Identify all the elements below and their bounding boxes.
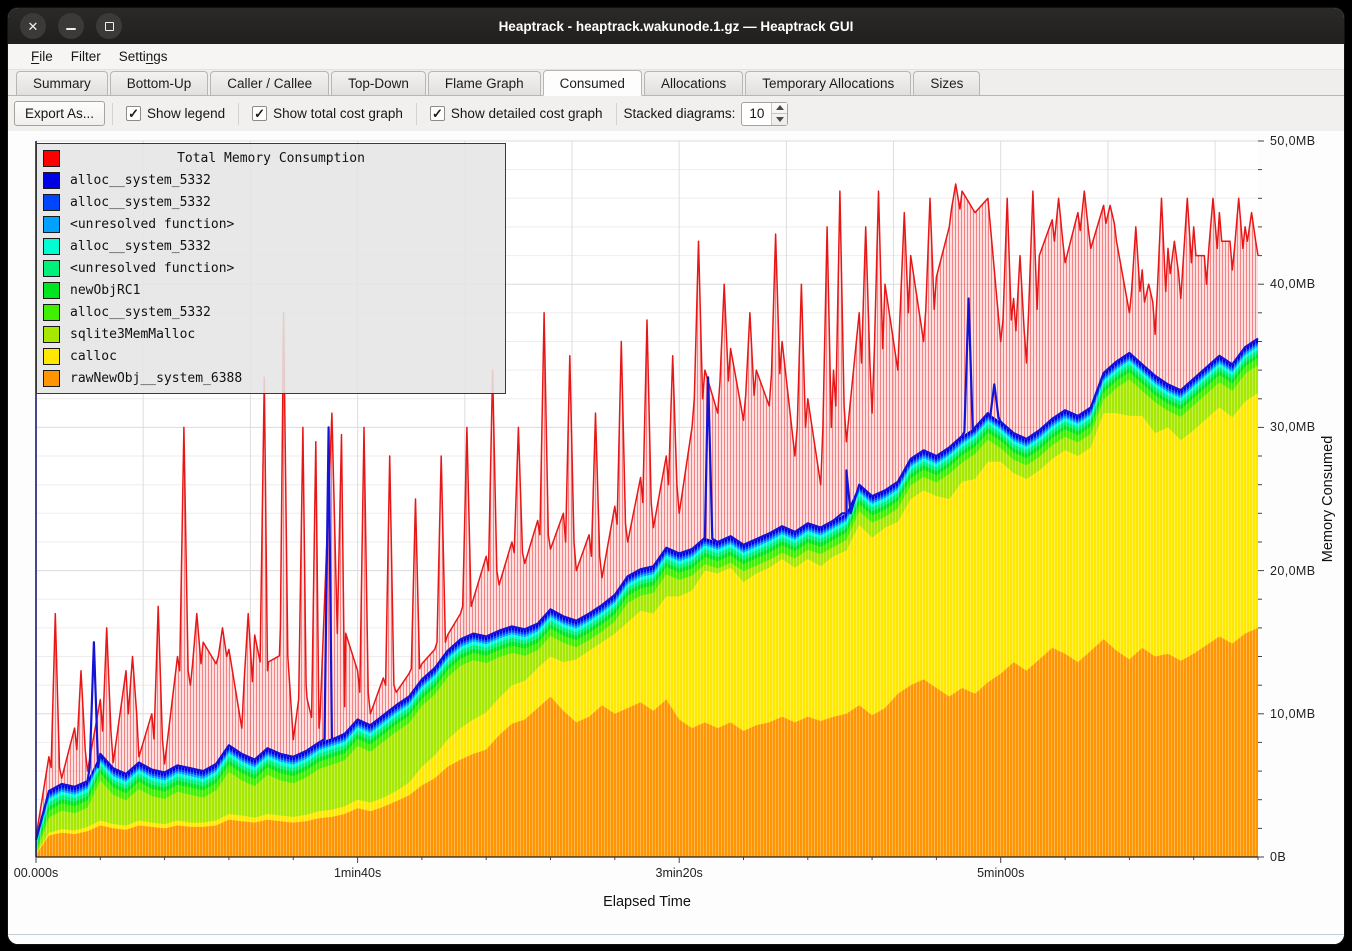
tab-caller-callee[interactable]: Caller / Callee (210, 71, 330, 95)
export-as-button[interactable]: Export As... (14, 101, 106, 126)
checkbox-label: Show total cost graph (273, 106, 403, 121)
legend-row: <unresolved function> (37, 213, 505, 235)
legend-label: alloc__system_5332 (70, 304, 211, 320)
legend-swatch-icon (43, 237, 60, 255)
checkbox-show-total-cost-graph[interactable]: ✓ Show total cost graph (252, 103, 403, 125)
legend-swatch-icon (43, 193, 60, 211)
tab-top-down[interactable]: Top-Down (331, 71, 426, 95)
tab-bottom-up[interactable]: Bottom-Up (109, 71, 209, 95)
x-axis-title: Elapsed Time (603, 894, 691, 910)
menu-file[interactable]: File (31, 49, 53, 64)
legend-label: calloc (70, 348, 117, 364)
x-tick-label: 1min40s (333, 866, 382, 880)
checkbox-show-detailed-cost-graph[interactable]: ✓ Show detailed cost graph (429, 103, 603, 125)
tab-summary[interactable]: Summary (16, 71, 108, 95)
stacked-diagrams-label: Stacked diagrams: (623, 106, 736, 121)
tab-consumed[interactable]: Consumed (542, 70, 642, 96)
menubar: File Filter Settings (8, 44, 1344, 70)
checkmark-icon[interactable]: ✓ (252, 106, 268, 121)
window-title: Heaptrack - heaptrack.wakunode.1.gz — He… (498, 18, 854, 34)
legend-row: alloc__system_5332 (37, 301, 505, 323)
legend-swatch-icon (43, 171, 60, 189)
y-tick-label: 50,0MB (1270, 134, 1316, 148)
y-tick-label: 40,0MB (1270, 277, 1316, 292)
spinbox-down-icon[interactable] (772, 113, 788, 125)
maximize-button[interactable] (96, 13, 122, 39)
stacked-diagrams-spinbox[interactable]: 10 (741, 101, 789, 126)
legend-title: Total Memory Consumption (177, 150, 365, 166)
chart-canvas[interactable] (8, 131, 1344, 930)
legend-row: <unresolved function> (37, 257, 505, 279)
minimize-button[interactable] (58, 13, 84, 39)
toolbar-separator (112, 102, 114, 125)
toolbar: Export As... ✓ Show legend ✓ Show total cos… (8, 96, 1344, 131)
legend-swatch-icon (43, 347, 60, 365)
checkmark-icon[interactable]: ✓ (429, 106, 445, 121)
y-tick-label: 0B (1270, 850, 1287, 864)
tab-flame-graph[interactable]: Flame Graph (427, 71, 541, 95)
legend-swatch-icon (43, 303, 60, 321)
x-tick-label: 5min00s (977, 866, 1025, 880)
legend-row: rawNewObj__system_6388 (37, 367, 505, 389)
memory-consumed-chart[interactable]: Total Memory Consumption alloc__system_53… (8, 131, 1344, 944)
spinbox-value[interactable]: 10 (749, 106, 765, 121)
y-tick-label: 20,0MB (1270, 563, 1316, 578)
legend-row: newObjRC1 (37, 279, 505, 301)
legend-swatch-icon (43, 149, 60, 167)
toolbar-separator (238, 102, 240, 125)
legend-row: calloc (37, 345, 505, 367)
legend-label: alloc__system_5332 (70, 194, 211, 210)
chart-legend: Total Memory Consumption alloc__system_53… (36, 143, 506, 394)
minimize-icon (66, 28, 76, 30)
legend-label: rawNewObj__system_6388 (70, 370, 243, 386)
legend-row: alloc__system_5332 (37, 191, 505, 213)
legend-swatch-icon (43, 369, 60, 387)
tab-sizes[interactable]: Sizes (913, 71, 981, 95)
app-window: ✕ Heaptrack - heaptrack.wakunode.1.gz — … (8, 8, 1344, 944)
tab-temporary-allocations[interactable]: Temporary Allocations (745, 71, 912, 95)
checkbox-show-legend[interactable]: ✓ Show legend (126, 103, 225, 125)
legend-label: <unresolved function> (70, 260, 235, 276)
close-button[interactable]: ✕ (20, 13, 46, 39)
legend-row: Total Memory Consumption (37, 147, 505, 169)
legend-label: newObjRC1 (70, 282, 141, 298)
maximize-icon (104, 21, 114, 31)
legend-label: <unresolved function> (70, 216, 235, 232)
spinbox-up-icon[interactable] (772, 103, 787, 114)
titlebar[interactable]: ✕ Heaptrack - heaptrack.wakunode.1.gz — … (8, 8, 1344, 44)
legend-row: alloc__system_5332 (37, 169, 505, 191)
y-tick-label: 10,0MB (1270, 706, 1316, 721)
legend-label: sqlite3MemMalloc (70, 326, 196, 342)
checkbox-label: Show detailed cost graph (450, 106, 603, 121)
chart-pane-border (8, 934, 1344, 935)
legend-row: sqlite3MemMalloc (37, 323, 505, 345)
tab-bar: Summary Bottom-Up Caller / Callee Top-Down F… (8, 70, 1344, 96)
legend-label: alloc__system_5332 (70, 238, 211, 254)
legend-swatch-icon (43, 259, 60, 277)
checkbox-label: Show legend (147, 106, 226, 121)
legend-row: alloc__system_5332 (37, 235, 505, 257)
legend-swatch-icon (43, 215, 60, 233)
y-axis-title: Memory Consumed (1320, 435, 1336, 563)
x-tick-label: 3min20s (655, 866, 703, 880)
toolbar-separator (415, 102, 417, 125)
legend-swatch-icon (43, 325, 60, 343)
legend-label: alloc__system_5332 (70, 172, 211, 188)
tab-allocations[interactable]: Allocations (643, 71, 744, 95)
y-tick-label: 30,0MB (1270, 420, 1316, 435)
menu-settings[interactable]: Settings (118, 49, 168, 64)
checkmark-icon[interactable]: ✓ (126, 106, 142, 121)
x-tick-label: 00.000s (13, 866, 59, 880)
toolbar-separator (615, 102, 617, 125)
menu-filter[interactable]: Filter (70, 49, 101, 64)
close-icon: ✕ (27, 18, 39, 34)
legend-swatch-icon (43, 281, 60, 299)
